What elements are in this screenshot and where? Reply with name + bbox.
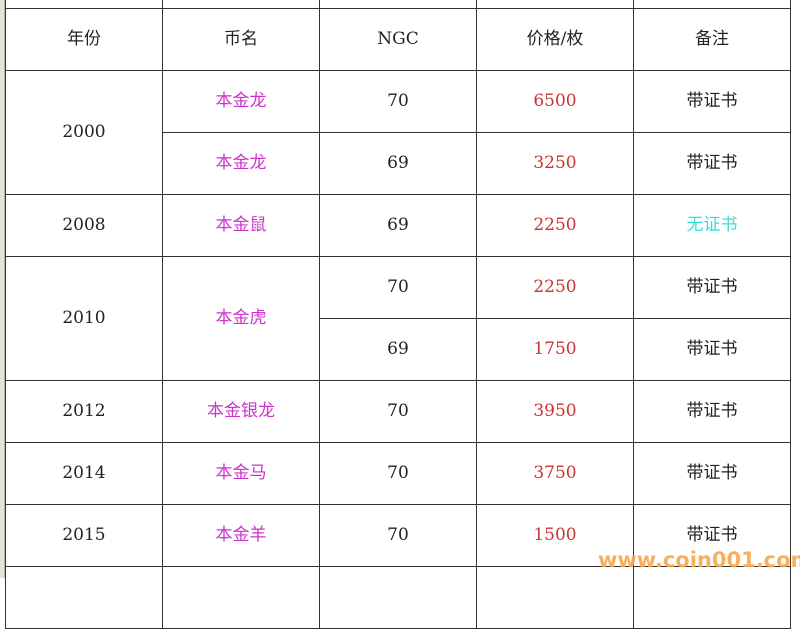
coin-name-cell[interactable]: 本金虎 bbox=[162, 256, 320, 381]
coin-name-cell[interactable]: 本金羊 bbox=[162, 504, 320, 567]
coin-name-cell[interactable]: 本金龙 bbox=[162, 70, 320, 133]
cell[interactable] bbox=[633, 566, 791, 629]
cell[interactable] bbox=[319, 0, 477, 9]
table-row: 2012 本金银龙 70 3950 带证书 bbox=[5, 380, 791, 443]
table-row: 2015 本金羊 70 1500 带证书 bbox=[5, 504, 791, 567]
header-coin-name[interactable]: 币名 bbox=[162, 8, 320, 71]
table-row-top-partial bbox=[5, 0, 791, 9]
table-row: 2000 本金龙 70 6500 带证书 bbox=[5, 70, 791, 195]
note-cell[interactable]: 带证书 bbox=[633, 132, 791, 195]
note-cell[interactable]: 带证书 bbox=[633, 318, 791, 381]
year-cell[interactable]: 2008 bbox=[5, 194, 163, 257]
year-cell[interactable]: 2000 bbox=[5, 70, 163, 195]
note-cell[interactable]: 带证书 bbox=[633, 442, 791, 505]
table-row: 2014 本金马 70 3750 带证书 bbox=[5, 442, 791, 505]
table-row: 2010 本金虎 70 2250 带证书 bbox=[5, 256, 791, 381]
header-row: 年份 币名 NGC 价格/枚 备注 bbox=[5, 8, 791, 71]
ngc-cell[interactable]: 69 bbox=[319, 194, 477, 257]
cell[interactable] bbox=[476, 566, 634, 629]
price-cell[interactable]: 1750 bbox=[476, 318, 634, 381]
header-ngc[interactable]: NGC bbox=[319, 8, 477, 71]
cell[interactable] bbox=[476, 0, 634, 9]
year-cell[interactable]: 2010 bbox=[5, 256, 163, 381]
price-cell[interactable]: 3750 bbox=[476, 442, 634, 505]
cell[interactable] bbox=[5, 0, 163, 9]
year-cell[interactable]: 2014 bbox=[5, 442, 163, 505]
price-cell[interactable]: 3950 bbox=[476, 380, 634, 443]
price-cell[interactable]: 3250 bbox=[476, 132, 634, 195]
coin-name-cell[interactable]: 本金鼠 bbox=[162, 194, 320, 257]
ngc-cell[interactable]: 69 bbox=[319, 132, 477, 195]
table-row: 69 1750 带证书 bbox=[6, 318, 791, 381]
ngc-cell[interactable]: 70 bbox=[319, 442, 477, 505]
table-row-bottom-partial bbox=[5, 566, 791, 629]
cell[interactable] bbox=[162, 566, 320, 629]
ngc-cell[interactable]: 70 bbox=[319, 380, 477, 443]
ngc-cell[interactable]: 69 bbox=[319, 318, 477, 381]
price-cell[interactable]: 2250 bbox=[476, 256, 634, 319]
price-cell[interactable]: 2250 bbox=[476, 194, 634, 257]
header-note[interactable]: 备注 bbox=[633, 8, 791, 71]
cell[interactable] bbox=[319, 566, 477, 629]
coin-name-cell[interactable]: 本金龙 bbox=[162, 132, 320, 195]
note-cell[interactable]: 带证书 bbox=[633, 504, 791, 567]
header-year[interactable]: 年份 bbox=[5, 8, 163, 71]
year-cell[interactable]: 2015 bbox=[5, 504, 163, 567]
cell[interactable] bbox=[5, 566, 163, 629]
note-cell[interactable]: 无证书 bbox=[633, 194, 791, 257]
note-cell[interactable]: 带证书 bbox=[633, 256, 791, 319]
ngc-cell[interactable]: 70 bbox=[319, 70, 477, 133]
coin-name-cell[interactable]: 本金银龙 bbox=[162, 380, 320, 443]
year-cell[interactable]: 2012 bbox=[5, 380, 163, 443]
note-cell[interactable]: 带证书 bbox=[633, 380, 791, 443]
row-header-strip bbox=[0, 0, 5, 578]
coin-price-table: 年份 币名 NGC 价格/枚 备注 2000 本金龙 70 6500 带证书 本… bbox=[5, 0, 791, 629]
ngc-cell[interactable]: 70 bbox=[319, 256, 477, 319]
coin-name-cell[interactable]: 本金马 bbox=[162, 442, 320, 505]
price-cell[interactable]: 6500 bbox=[476, 70, 634, 133]
table-row: 2008 本金鼠 69 2250 无证书 bbox=[5, 194, 791, 257]
header-price[interactable]: 价格/枚 bbox=[476, 8, 634, 71]
ngc-cell[interactable]: 70 bbox=[319, 504, 477, 567]
cell[interactable] bbox=[162, 0, 320, 9]
cell[interactable] bbox=[633, 0, 791, 9]
watermark: www.coin001.com bbox=[598, 548, 800, 572]
table-row: 本金龙 69 3250 带证书 bbox=[6, 132, 791, 195]
note-cell[interactable]: 带证书 bbox=[633, 70, 791, 133]
